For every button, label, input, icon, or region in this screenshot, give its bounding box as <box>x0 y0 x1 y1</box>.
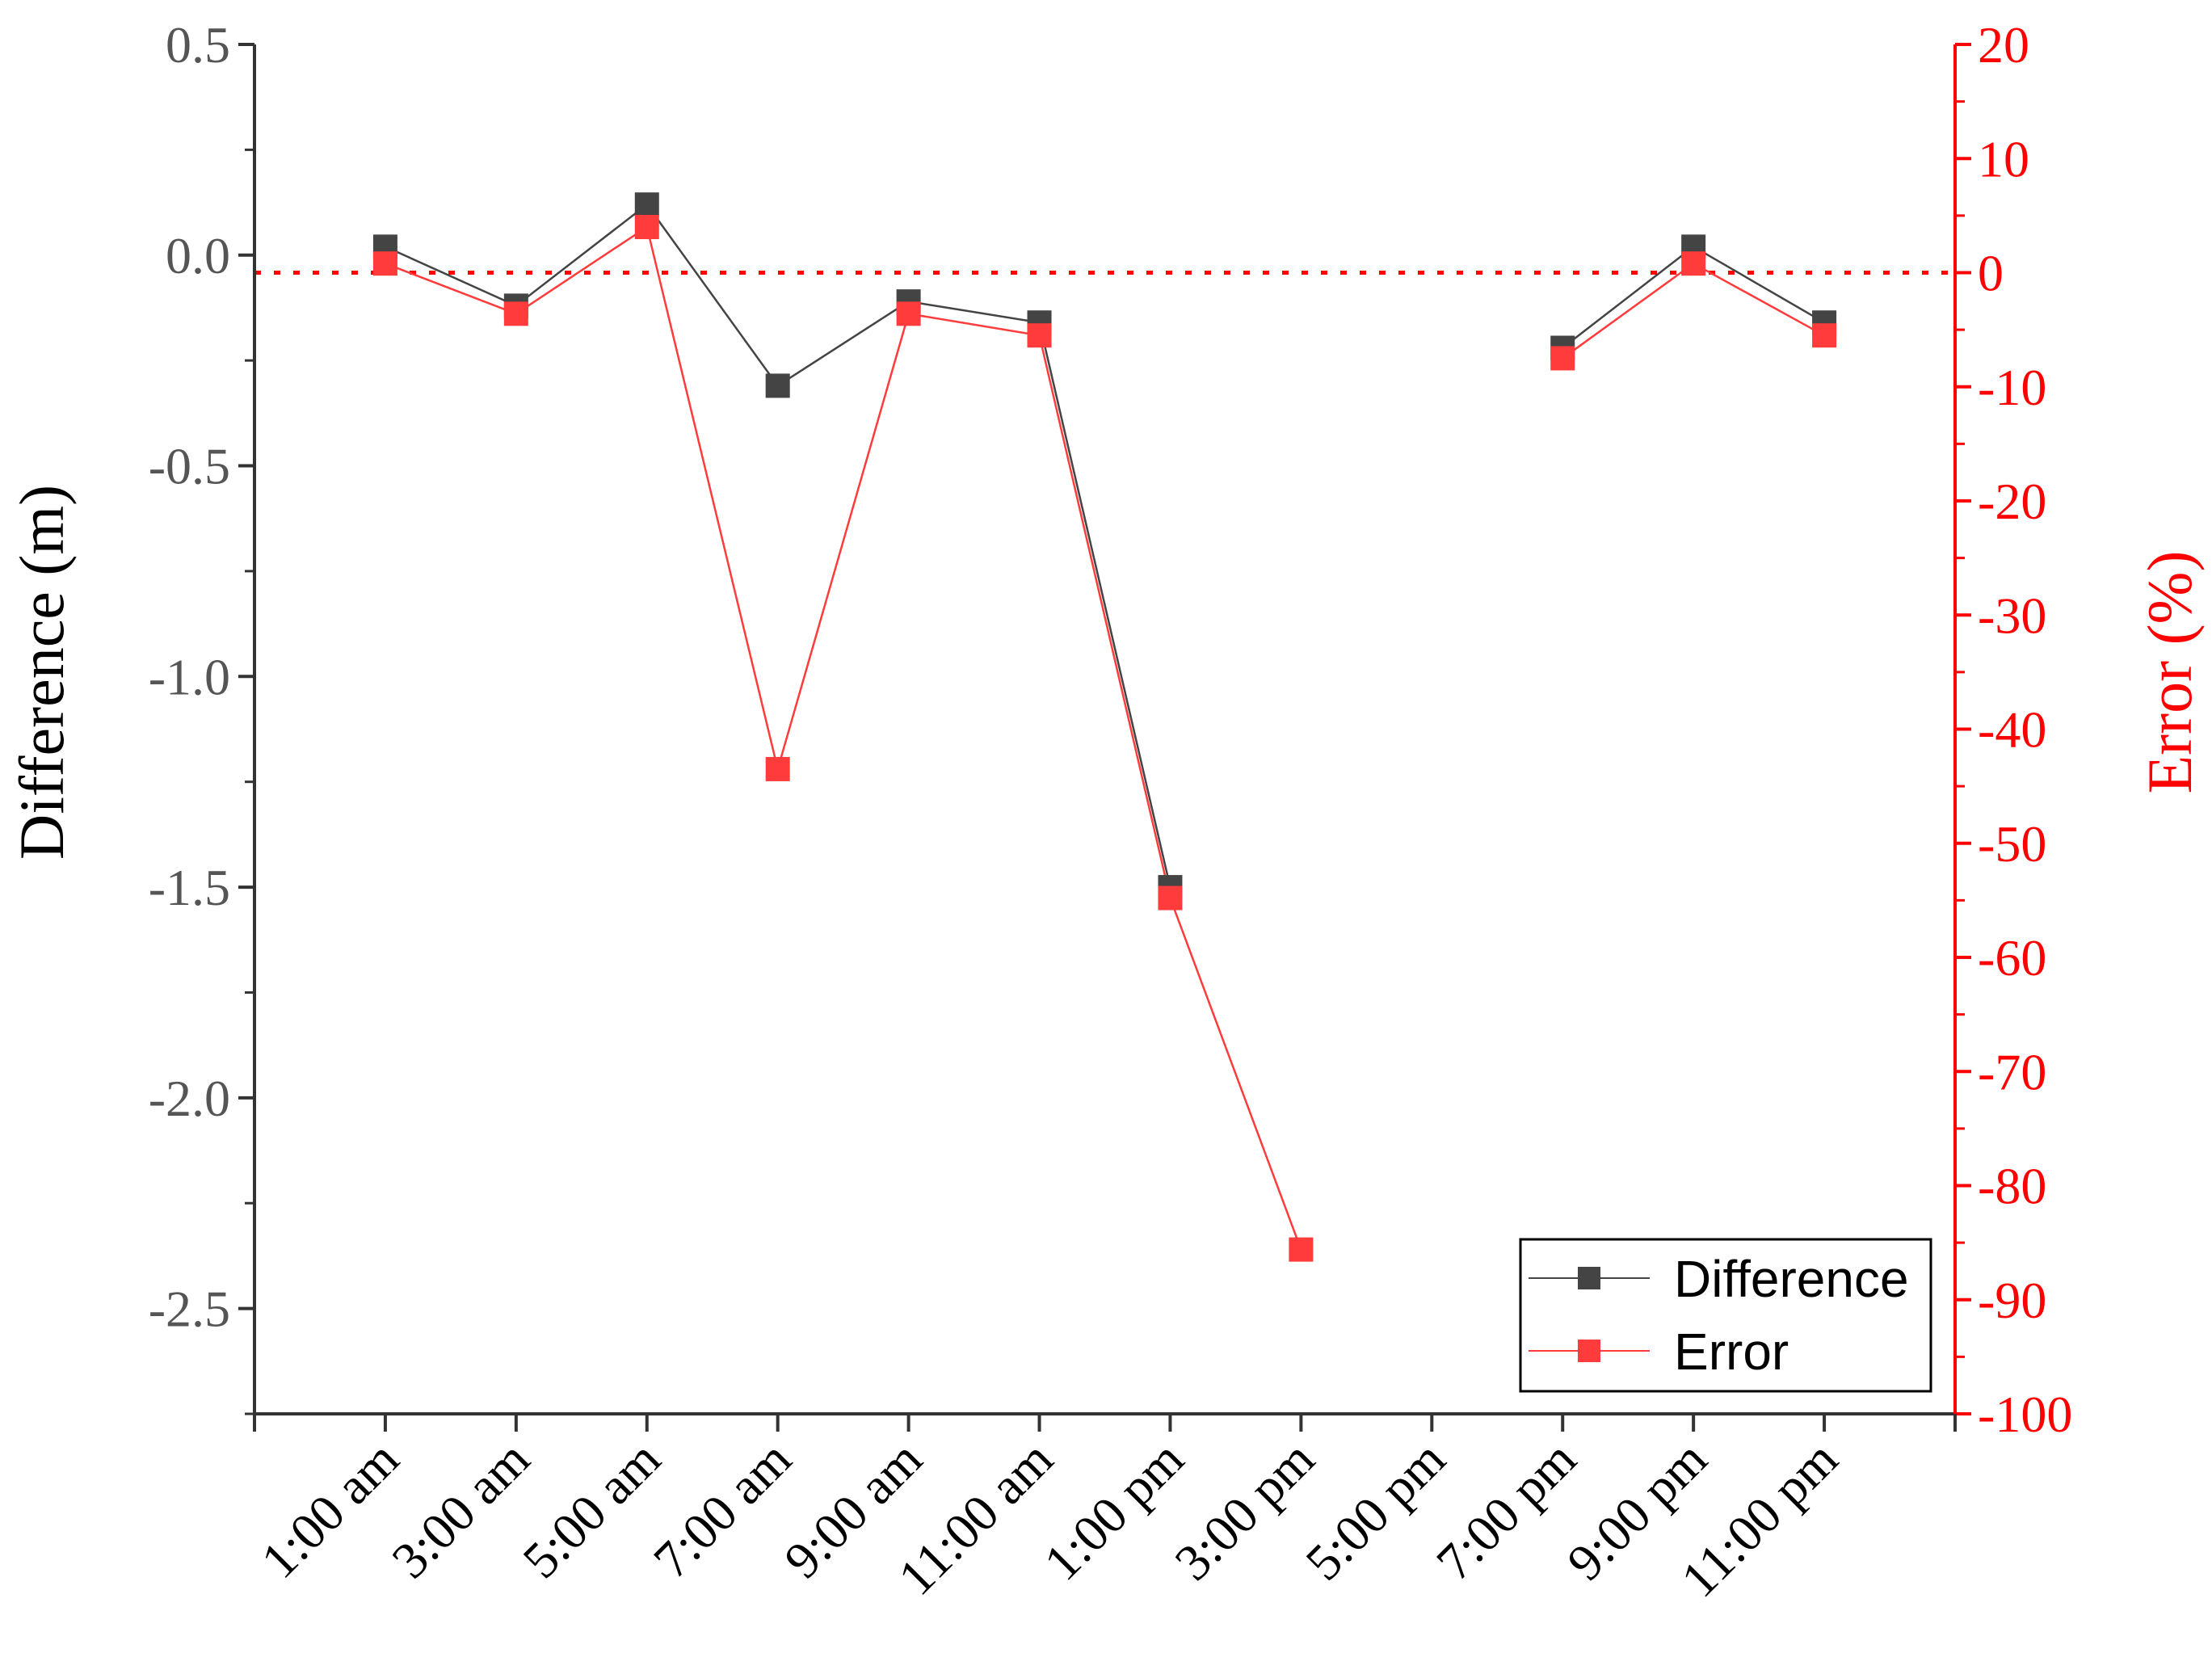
error-point <box>765 756 790 781</box>
left-tick-label: 0.0 <box>166 227 230 284</box>
x-tick-label: 1:00 pm <box>1033 1430 1195 1592</box>
error-point <box>896 301 921 326</box>
difference-line <box>385 203 1171 888</box>
error-line <box>385 225 1302 1251</box>
right-tick-label: -100 <box>1978 1386 2072 1443</box>
right-tick-label: -10 <box>1978 359 2046 416</box>
error-point <box>1289 1237 1314 1262</box>
right-axis-title: Error (%) <box>2134 551 2205 794</box>
x-tick-label: 7:00 pm <box>1425 1430 1587 1592</box>
right-tick-label: -40 <box>1978 701 2046 759</box>
right-tick-label: -70 <box>1978 1043 2046 1100</box>
series-layer <box>372 192 1837 1262</box>
left-tick-label: -2.5 <box>149 1281 230 1338</box>
right-tick-label: -80 <box>1978 1158 2046 1215</box>
left-tick-label: -0.5 <box>149 438 230 495</box>
right-tick-label: -50 <box>1978 815 2046 873</box>
x-tick-label: 5:00 am <box>511 1430 671 1589</box>
difference-point <box>634 192 659 217</box>
right-tick-label: -60 <box>1978 929 2046 986</box>
legend-label-difference: Difference <box>1674 1250 1909 1308</box>
right-tick-label: 10 <box>1978 130 2029 187</box>
error-point <box>1158 885 1183 911</box>
legend-label-error: Error <box>1674 1323 1789 1381</box>
left-tick-label: -1.0 <box>149 648 230 705</box>
difference-point <box>765 373 790 398</box>
x-tick-label: 5:00 pm <box>1294 1430 1456 1592</box>
legend-box <box>1519 1238 1932 1393</box>
error-point <box>1812 323 1837 348</box>
right-tick-label: -20 <box>1978 473 2046 530</box>
error-line <box>1562 262 1825 360</box>
legend-marker-error <box>1578 1340 1600 1362</box>
x-tick-label: 3:00 am <box>381 1430 540 1589</box>
left-tick-label: -2.0 <box>149 1070 230 1127</box>
right-tick-label: -30 <box>1978 587 2046 644</box>
right-tick-label: 0 <box>1978 245 2004 302</box>
error-point <box>1027 323 1052 348</box>
error-point <box>1550 346 1575 371</box>
left-tick-label: -1.5 <box>149 859 230 916</box>
right-tick-label: 20 <box>1978 16 2029 74</box>
error-point <box>634 215 659 239</box>
left-axis-title: Difference (m) <box>6 485 77 860</box>
left-tick-label: 0.5 <box>166 16 230 74</box>
x-tick-label: 1:00 am <box>250 1430 410 1589</box>
right-tick-label: -90 <box>1978 1272 2046 1329</box>
legend-marker-difference <box>1578 1267 1600 1289</box>
x-tick-label: 3:00 pm <box>1163 1430 1325 1592</box>
error-point <box>372 251 397 276</box>
error-point <box>1681 251 1706 276</box>
legend: Difference Error <box>1519 1238 1932 1393</box>
x-tick-label: 7:00 am <box>642 1430 801 1589</box>
error-point <box>503 301 528 326</box>
